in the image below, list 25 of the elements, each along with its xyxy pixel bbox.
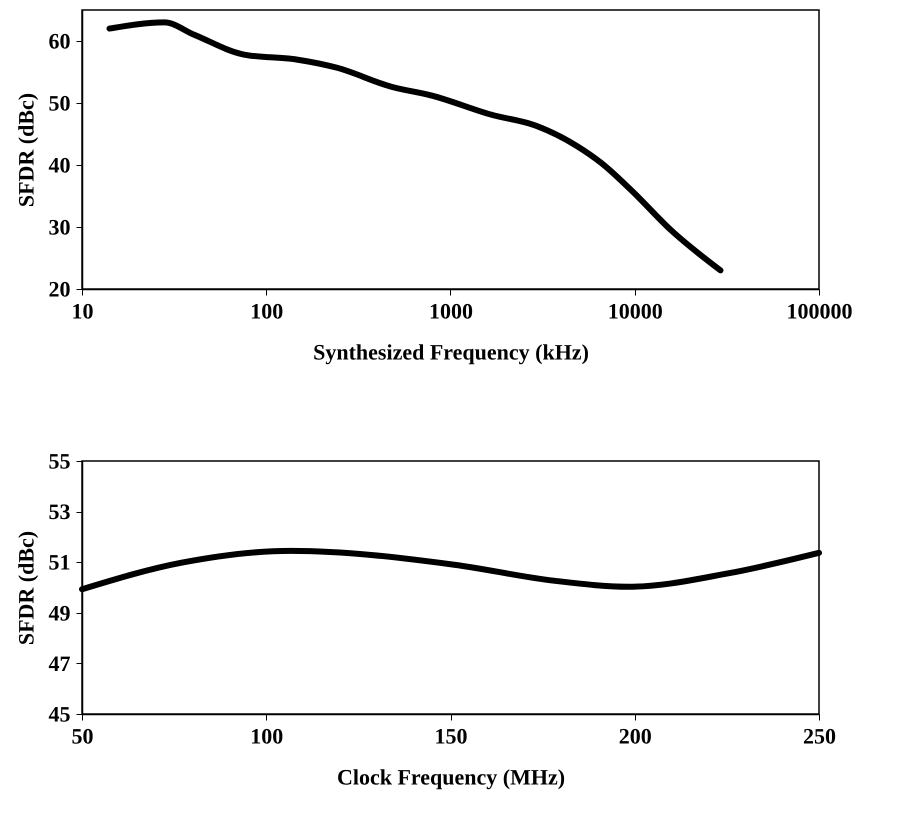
y-tick-label: 49 xyxy=(48,600,70,626)
y-tick-label: 20 xyxy=(48,276,70,302)
y-tick-label: 53 xyxy=(48,499,70,524)
y-axis-title: SFDR (dBc) xyxy=(14,92,38,208)
x-tick-label: 1000 xyxy=(429,298,473,324)
x-tick-label: 150 xyxy=(434,724,468,748)
x-axis-title: Clock Frequency (MHz) xyxy=(336,764,566,790)
x-tick-label: 100000 xyxy=(786,298,852,324)
x-tick-label: 200 xyxy=(618,724,652,748)
x-tick-label: 100 xyxy=(250,724,284,748)
x-axis-title: Synthesized Frequency (kHz) xyxy=(313,340,589,364)
x-tick-label: 10 xyxy=(72,298,94,324)
y-tick-label: 51 xyxy=(48,550,70,575)
y-tick-label: 50 xyxy=(48,90,70,116)
x-tick-label: 100 xyxy=(250,298,284,324)
y-tick-label: 40 xyxy=(48,152,70,178)
x-tick-label: 50 xyxy=(72,724,94,748)
y-tick-label: 47 xyxy=(48,650,70,676)
y-tick-label: 30 xyxy=(48,214,70,240)
y-tick-label: 45 xyxy=(48,702,70,726)
y-axis-title: SFDR (dBc) xyxy=(14,530,38,646)
x-tick-label: 250 xyxy=(803,724,836,748)
y-tick-label: 55 xyxy=(48,448,70,474)
x-tick-label: 10000 xyxy=(608,298,663,324)
y-tick-label: 60 xyxy=(48,28,70,54)
